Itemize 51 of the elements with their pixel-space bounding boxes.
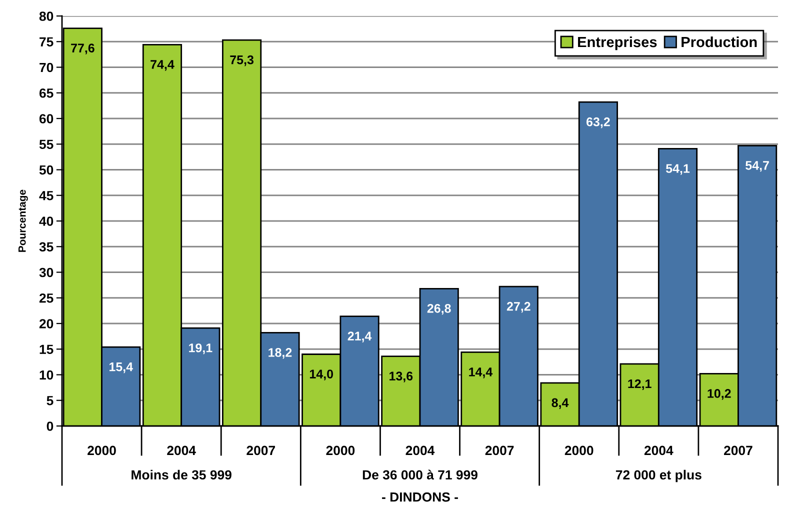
data-label: 18,2 [268,348,292,359]
y-tick-label: 70 [40,62,54,72]
x-tick-label: 2000 [564,446,594,456]
data-label: 8,4 [552,398,569,409]
data-label: 75,3 [230,55,254,66]
y-axis-title: Pourcentage [18,190,28,252]
data-label: 14,4 [469,368,493,378]
y-tick-label: 55 [39,140,54,150]
data-label: 54,1 [666,164,690,175]
x-tick-label: 2004 [406,446,435,456]
text: De 36 000 à 71 999 [362,470,478,480]
data-label: 26,8 [427,304,451,315]
data-label: 54,7 [746,161,769,172]
x-tick-label: 2000 [88,446,116,456]
data-label: 63,2 [586,117,610,128]
y-tick-label: 35 [39,242,54,252]
data-label: 14,0 [310,370,334,380]
y-tick-label: 15 [40,344,54,354]
legend-label: Production [682,36,757,48]
data-label: 27,2 [506,302,530,313]
y-tick-label: 30 [39,268,54,278]
y-tick-label: 5 [46,396,54,406]
data-label: 13,6 [390,372,413,382]
data-label: 77,6 [71,44,94,54]
y-tick-label: 0 [46,422,54,431]
y-tick-label: 20 [39,319,54,328]
x-tick-label: 2004 [167,446,196,456]
y-tick-label: 25 [39,293,54,303]
text: Moins de 35 999 [132,470,232,480]
x-tick-label: 2007 [485,446,514,456]
data-label: 21,4 [348,332,372,342]
y-tick-label: 60 [39,114,54,124]
data-label: 15,4 [109,362,133,374]
y-tick-label: 45 [39,191,54,200]
y-tick-label: 10 [40,370,54,380]
y-tick-label: 75 [40,37,54,47]
legend-label: Entreprises [578,36,657,50]
data-label: 19,1 [189,343,212,354]
x-tick-label: 2004 [644,446,674,456]
data-label: 74,4 [150,60,174,71]
y-tick-label: 65 [39,88,54,98]
y-tick-label: 80 [39,12,54,21]
data-label: 10,2 [708,389,731,400]
x-tick-label: 2007 [724,446,752,456]
y-tick-label: 50 [39,165,54,175]
text: 72 000 et plus [616,470,702,482]
y-tick-label: 40 [39,216,54,226]
x-tick-label: 2007 [246,446,275,456]
data-label: 12,1 [628,379,652,390]
x-tick-label: 2000 [326,446,355,456]
x-axis-title: - DINDONS - [382,492,458,502]
